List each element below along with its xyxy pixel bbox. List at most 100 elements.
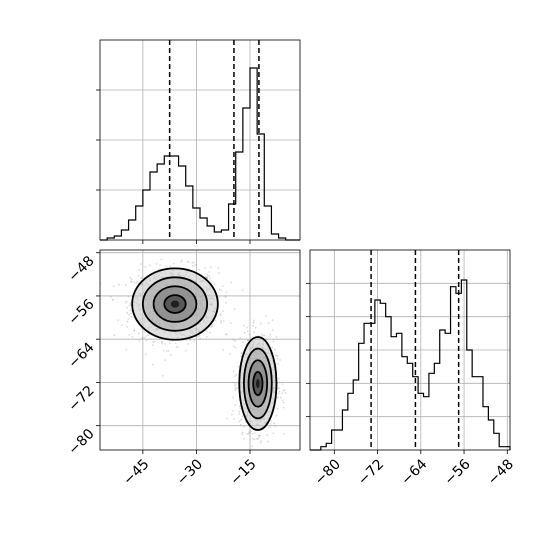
scatter-point bbox=[225, 333, 228, 336]
scatter-point bbox=[238, 410, 241, 413]
scatter-point bbox=[205, 330, 208, 333]
scatter-point bbox=[214, 319, 217, 322]
scatter-point bbox=[237, 365, 240, 368]
scatter-point bbox=[217, 296, 220, 299]
scatter-point bbox=[235, 383, 237, 385]
scatter-point bbox=[246, 339, 249, 342]
right-panel-frame bbox=[309, 249, 511, 451]
right-histogram-panel bbox=[306, 249, 511, 454]
scatter-point bbox=[280, 396, 282, 399]
scatter-point bbox=[168, 342, 171, 345]
scatter-point bbox=[210, 325, 213, 328]
scatter-point bbox=[277, 362, 280, 365]
scatter-point bbox=[277, 396, 279, 399]
scatter-point bbox=[253, 432, 256, 434]
scatter-point bbox=[275, 354, 278, 357]
scatter-point bbox=[161, 374, 164, 377]
scatter-point bbox=[213, 283, 216, 286]
scatter-point bbox=[126, 326, 128, 328]
contour-1-3 bbox=[252, 370, 264, 397]
scatter-point bbox=[253, 331, 256, 334]
scatter-point bbox=[270, 420, 273, 423]
scatter-point bbox=[279, 359, 281, 361]
scatter-point bbox=[234, 346, 237, 349]
scatter-point bbox=[266, 434, 269, 436]
scatter-point bbox=[274, 348, 276, 351]
scatter-point bbox=[259, 434, 262, 437]
scatter-point bbox=[185, 339, 188, 342]
scatter-point bbox=[126, 312, 129, 314]
scatter-point bbox=[251, 432, 254, 435]
scatter-point bbox=[124, 284, 127, 286]
scatter-point bbox=[246, 433, 249, 435]
scatter-point bbox=[252, 324, 255, 327]
scatter-point bbox=[204, 275, 207, 278]
scatter-point bbox=[281, 392, 284, 395]
scatter-point bbox=[241, 431, 244, 434]
scatter-point bbox=[243, 331, 246, 334]
scatter-point bbox=[247, 339, 250, 342]
scatter-point bbox=[141, 337, 143, 339]
right-grid bbox=[310, 250, 510, 450]
scatter-point bbox=[164, 265, 167, 268]
scatter-point bbox=[276, 357, 279, 360]
scatter-point bbox=[276, 407, 279, 410]
scatter-point bbox=[229, 322, 232, 325]
top-histogram-panel bbox=[96, 39, 301, 244]
scatter-point bbox=[219, 314, 222, 317]
scatter-point bbox=[220, 320, 222, 322]
scatter-point bbox=[232, 370, 235, 373]
scatter-point bbox=[246, 326, 248, 329]
scatter-point bbox=[169, 265, 172, 268]
scatter-point bbox=[235, 373, 238, 376]
scatter-point bbox=[275, 335, 278, 338]
scatter-point bbox=[187, 343, 189, 345]
scatter-point bbox=[282, 406, 285, 409]
scatter-point bbox=[209, 266, 212, 269]
scatter-point bbox=[127, 318, 130, 321]
scatter-point bbox=[234, 386, 237, 389]
scatter-point bbox=[239, 407, 242, 410]
scatter-point bbox=[133, 281, 136, 284]
scatter-point bbox=[144, 265, 147, 268]
scatter-point bbox=[234, 375, 236, 378]
scatter-point bbox=[272, 340, 275, 343]
scatter-point bbox=[165, 350, 168, 352]
scatter-point bbox=[128, 333, 131, 336]
scatter-point bbox=[244, 421, 247, 423]
scatter-point bbox=[186, 260, 189, 263]
top-quantile-lines bbox=[168, 40, 260, 240]
scatter-point bbox=[248, 430, 251, 433]
scatter-point bbox=[224, 296, 227, 299]
scatter-point bbox=[140, 277, 142, 280]
scatter-point bbox=[206, 276, 209, 279]
scatter-point bbox=[282, 399, 284, 402]
scatter-point bbox=[179, 261, 182, 264]
scatter-point bbox=[225, 301, 228, 304]
scatter-point bbox=[131, 336, 134, 338]
scatter-point bbox=[191, 261, 194, 264]
scatter-point bbox=[184, 349, 187, 352]
scatter-point bbox=[226, 417, 228, 420]
scatter-point bbox=[160, 340, 163, 343]
scatter-point bbox=[269, 426, 272, 428]
scatter-point bbox=[240, 418, 243, 421]
scatter-point bbox=[234, 384, 236, 387]
scatter-point bbox=[130, 280, 133, 283]
scatter-point bbox=[230, 281, 233, 284]
scatter-point bbox=[159, 264, 161, 266]
scatter-point bbox=[206, 276, 209, 279]
scatter-point bbox=[271, 319, 274, 321]
contour-0-0 bbox=[131, 267, 219, 341]
scatter-point bbox=[204, 267, 206, 269]
scatter-point bbox=[130, 278, 133, 281]
scatter-point bbox=[139, 263, 142, 265]
scatter-point bbox=[220, 289, 223, 291]
scatter-point bbox=[269, 422, 272, 425]
scatter-point bbox=[118, 283, 120, 286]
scatter-point bbox=[266, 338, 268, 341]
scatter-point bbox=[277, 387, 280, 389]
scatter-point bbox=[267, 322, 270, 325]
scatter-point bbox=[276, 387, 279, 390]
scatter-point bbox=[155, 263, 158, 265]
